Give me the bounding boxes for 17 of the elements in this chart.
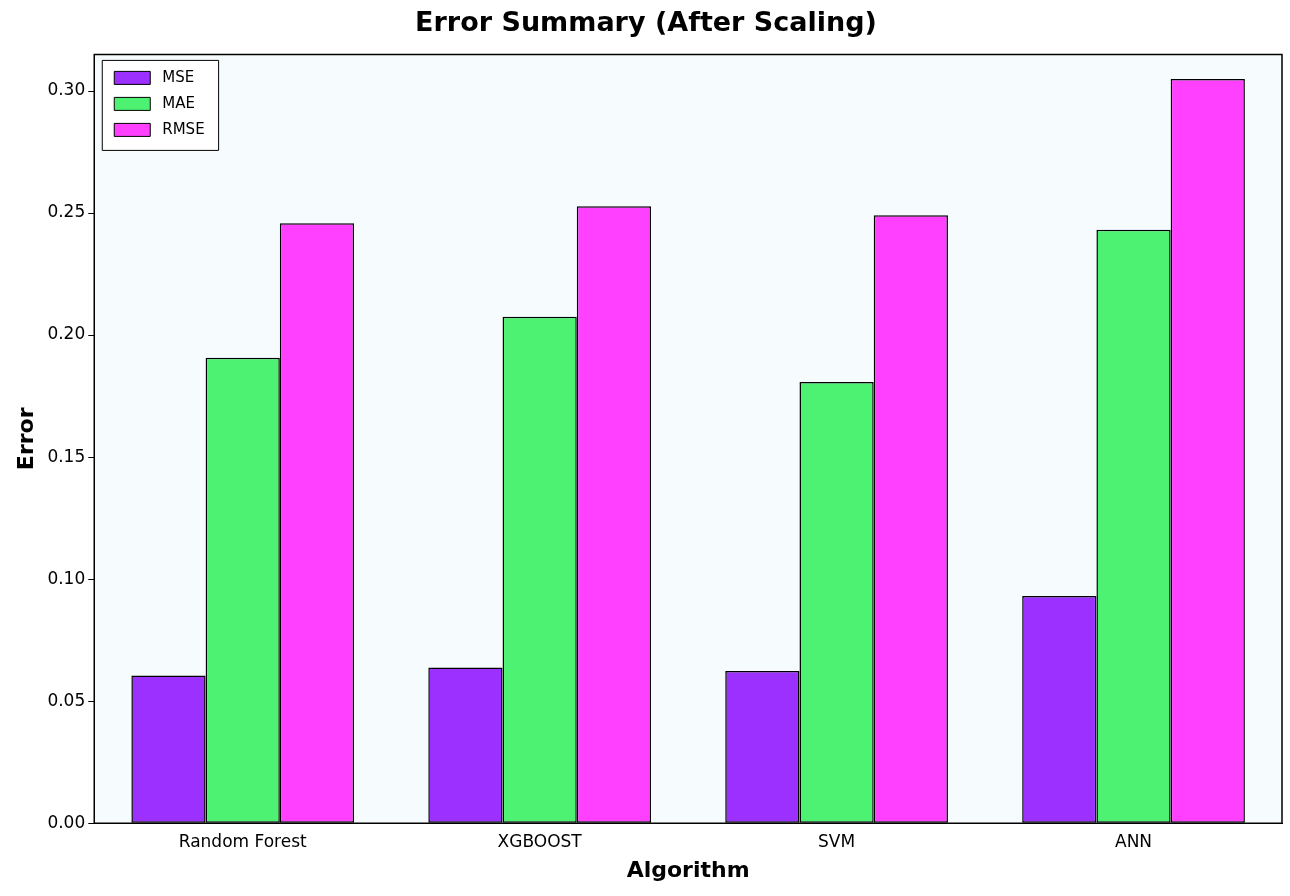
legend-label: RMSE bbox=[162, 120, 205, 139]
legend-label: MAE bbox=[162, 94, 195, 113]
y-tick-label: 0.15 bbox=[47, 445, 86, 466]
y-tick-label: 0.05 bbox=[47, 689, 86, 710]
x-tick-label: XGBOOST bbox=[497, 830, 583, 851]
chart-title: Error Summary (After Scaling) bbox=[415, 6, 877, 38]
y-tick-label: 0.20 bbox=[47, 323, 86, 344]
x-tick-label: SVM bbox=[818, 830, 856, 851]
y-tick-label: 0.10 bbox=[47, 567, 86, 588]
x-tick-label: ANN bbox=[1114, 830, 1153, 851]
y-tick-label: 0.25 bbox=[47, 201, 86, 222]
y-axis-title: Error bbox=[12, 407, 38, 471]
y-tick-label: 0.00 bbox=[47, 811, 86, 832]
legend-label: MSE bbox=[162, 68, 195, 87]
y-tick-label: 0.30 bbox=[47, 79, 86, 100]
x-axis-title: Algorithm bbox=[626, 856, 750, 882]
x-tick-label: Random Forest bbox=[178, 830, 308, 851]
